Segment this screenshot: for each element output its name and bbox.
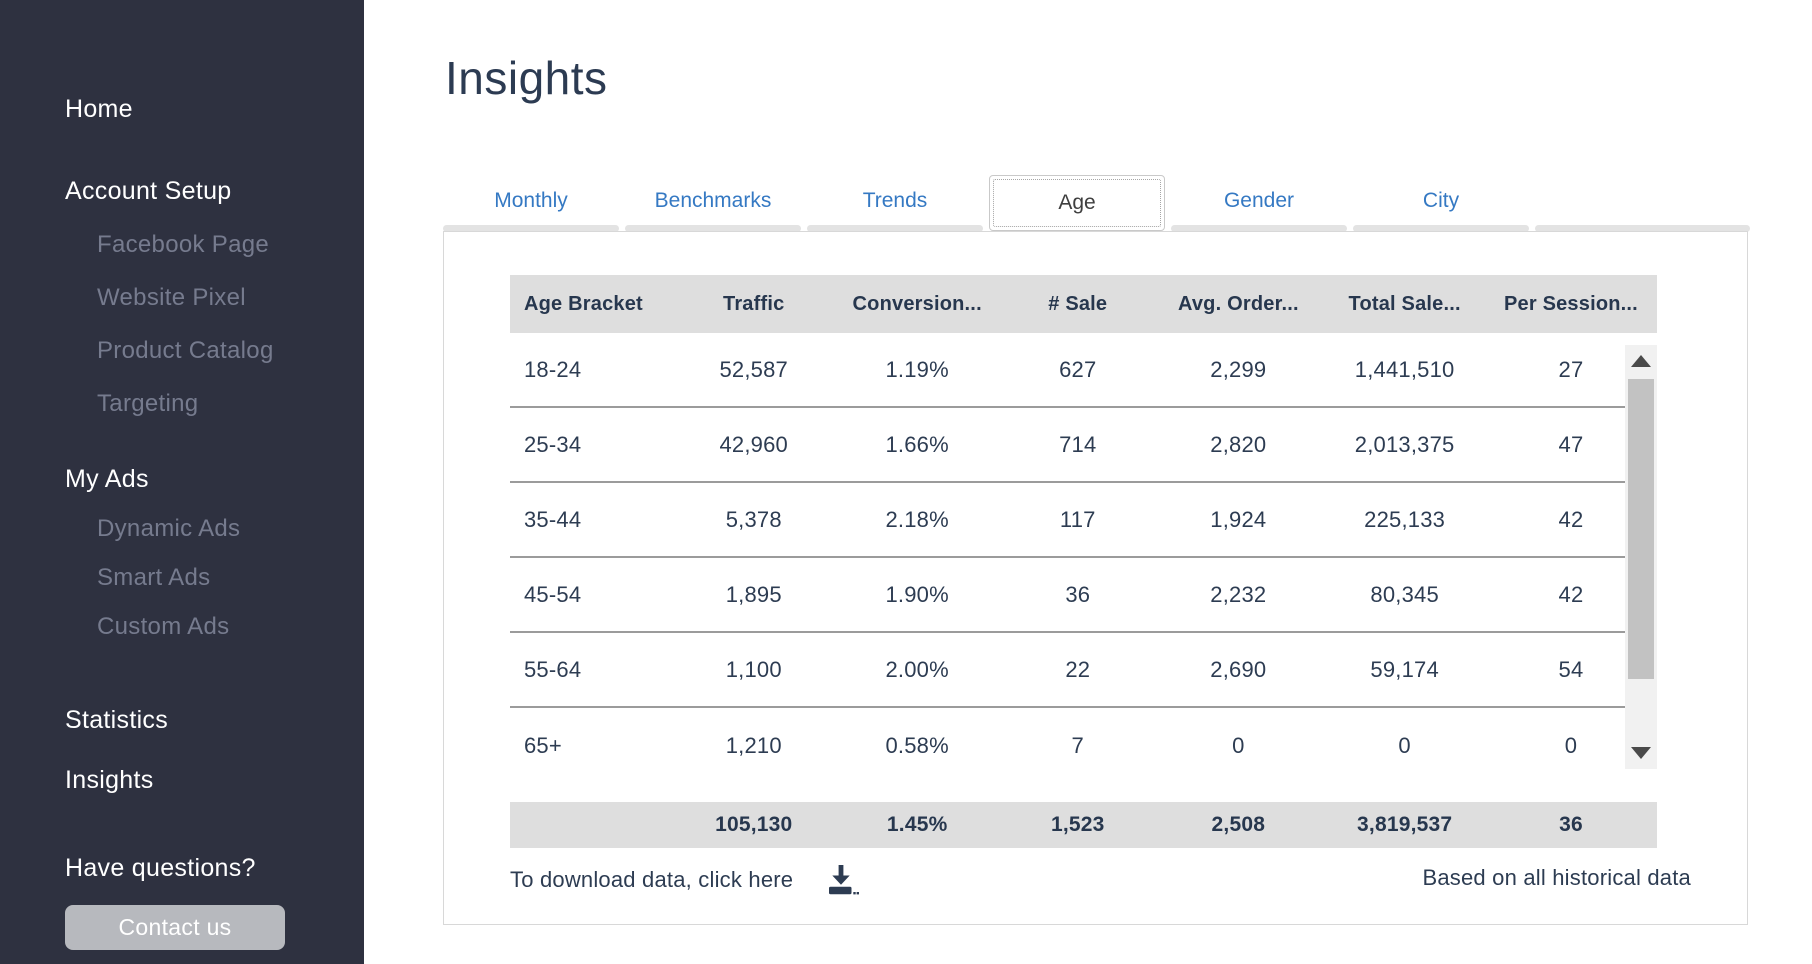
- header-cell-0: Age Bracket: [524, 292, 643, 315]
- table-cell-2-4: 1,924: [1210, 506, 1267, 532]
- table-cell-3-6: 42: [1558, 581, 1584, 607]
- totals-cell-1: 105,130: [715, 813, 793, 836]
- table-cell-2-1: 5,378: [725, 506, 782, 532]
- tab-bar-filler: [1535, 170, 1750, 232]
- table-cell-4-4: 2,690: [1210, 656, 1267, 682]
- table-cell-5-6: 0: [1564, 732, 1578, 758]
- table-cell-0-5: 1,441,510: [1354, 356, 1455, 382]
- sidebar-item-my-ads[interactable]: My Ads: [65, 465, 149, 493]
- table-row-3: 45-54 1,895 1.90% 36 2,232 80,345 42: [510, 558, 1657, 633]
- table-scrollbar[interactable]: [1625, 345, 1657, 769]
- tab-age[interactable]: Age: [989, 175, 1165, 231]
- totals-cell-4: 2,508: [1211, 813, 1266, 836]
- table-cell-2-5: 225,133: [1364, 506, 1446, 532]
- table-cell-4-5: 59,174: [1370, 656, 1439, 682]
- table-cell-5-1: 1,210: [725, 732, 782, 758]
- tab-city[interactable]: City: [1353, 170, 1529, 232]
- table-row-2: 35-44 5,378 2.18% 117 1,924 225,133 42: [510, 483, 1657, 558]
- age-table: Age Bracket Traffic Conversion... # Sale Avg…: [510, 275, 1657, 848]
- sidebar-item-statistics[interactable]: Statistics: [65, 706, 169, 734]
- table-row-5: 65+ 1,210 0.58% 7 0 0 0: [510, 708, 1657, 783]
- table-cell-5-5: 0: [1398, 732, 1411, 758]
- have-questions-label: Have questions?: [65, 854, 256, 882]
- table-cell-1-2: 1.66%: [885, 431, 949, 457]
- table-cell-2-3: 117: [1059, 506, 1096, 532]
- download-icon[interactable]: [823, 862, 860, 898]
- contact-us-button[interactable]: Contact us: [65, 905, 285, 950]
- header-cell-5: Total Sale...: [1348, 292, 1461, 315]
- sidebar-item-website-pixel[interactable]: Website Pixel: [97, 284, 246, 311]
- totals-row: 105,130 1.45% 1,523 2,508 3,819,537 36: [510, 802, 1657, 848]
- table-cell-1-3: 714: [1059, 431, 1097, 457]
- scroll-down-arrow[interactable]: [1631, 747, 1651, 759]
- sidebar-item-account-setup[interactable]: Account Setup: [65, 177, 232, 205]
- table-header-row: Age Bracket Traffic Conversion... # Sale Avg…: [510, 275, 1657, 333]
- table-cell-1-5: 2,013,375: [1354, 431, 1455, 457]
- page-title: Insights: [445, 52, 608, 104]
- table-cell-4-3: 22: [1065, 656, 1091, 682]
- historical-data-note: Based on all historical data: [1422, 865, 1691, 890]
- sidebar: Home Account Setup Facebook Page Website…: [0, 0, 364, 964]
- table-body: 18-24 52,587 1.19% 627 2,299 1,441,510 27 25-34…: [510, 333, 1657, 783]
- header-cell-4: Avg. Order...: [1177, 292, 1299, 315]
- table-cell-1-4: 2,820: [1210, 431, 1267, 457]
- sidebar-item-custom-ads[interactable]: Custom Ads: [97, 613, 230, 640]
- sidebar-item-insights[interactable]: Insights: [65, 766, 154, 794]
- table-cell-0-2: 1.19%: [885, 356, 949, 382]
- table-cell-3-1: 1,895: [725, 581, 782, 607]
- header-cell-1: Traffic: [723, 292, 785, 315]
- table-row-1: 25-34 42,960 1.66% 714 2,820 2,013,375 47: [510, 408, 1657, 483]
- table-cell-5-0: 65+: [524, 732, 562, 758]
- tab-monthly[interactable]: Monthly: [443, 170, 619, 232]
- scroll-up-arrow[interactable]: [1631, 355, 1651, 367]
- header-cell-6: Per Session...: [1503, 292, 1638, 315]
- table-cell-0-0: 18-24: [524, 356, 582, 382]
- table-row-0: 18-24 52,587 1.19% 627 2,299 1,441,510 27: [510, 333, 1657, 408]
- sidebar-item-home[interactable]: Home: [65, 95, 133, 123]
- table-cell-4-1: 1,100: [725, 656, 782, 682]
- totals-cell-2: 1.45%: [886, 813, 948, 836]
- table-cell-3-2: 1.90%: [885, 581, 949, 607]
- totals-cell-5: 3,819,537: [1357, 813, 1453, 836]
- table-cell-1-1: 42,960: [719, 431, 788, 457]
- table-cell-3-4: 2,232: [1210, 581, 1267, 607]
- table-cell-0-1: 52,587: [719, 356, 788, 382]
- download-data-link[interactable]: To download data, click here: [510, 862, 860, 898]
- download-data-label[interactable]: To download data, click here: [510, 867, 794, 892]
- main-content: Insights Monthly Benchmarks Trends Age G…: [364, 0, 1812, 964]
- table-row-4: 55-64 1,100 2.00% 22 2,690 59,174 54: [510, 633, 1657, 708]
- table-cell-0-4: 2,299: [1210, 356, 1267, 382]
- table-cell-3-5: 80,345: [1370, 581, 1439, 607]
- table-cell-4-6: 54: [1558, 656, 1584, 682]
- sidebar-item-product-catalog[interactable]: Product Catalog: [97, 337, 274, 364]
- header-cell-3: # Sale: [1048, 292, 1108, 315]
- table-cell-3-3: 36: [1065, 581, 1091, 607]
- table-cell-0-3: 627: [1059, 356, 1097, 382]
- table-cell-5-4: 0: [1232, 732, 1245, 758]
- table-cell-4-2: 2.00%: [885, 656, 949, 682]
- table-cell-2-2: 2.18%: [885, 506, 949, 532]
- table-cell-2-6: 42: [1558, 506, 1584, 532]
- table-cell-3-0: 45-54: [524, 581, 582, 607]
- table-cell-0-6: 27: [1558, 356, 1584, 382]
- totals-cell-6: 36: [1559, 813, 1583, 836]
- sidebar-item-facebook-page[interactable]: Facebook Page: [97, 231, 270, 258]
- sidebar-item-dynamic-ads[interactable]: Dynamic Ads: [97, 515, 241, 542]
- tab-benchmarks[interactable]: Benchmarks: [625, 170, 801, 232]
- header-cell-2: Conversion...: [852, 292, 982, 315]
- insights-panel: Age Bracket Traffic Conversion... # Sale Avg…: [443, 231, 1748, 925]
- sidebar-item-smart-ads[interactable]: Smart Ads: [97, 564, 211, 591]
- table-cell-1-0: 25-34: [524, 431, 582, 457]
- tab-bar: Monthly Benchmarks Trends Age Gender Cit…: [443, 170, 1750, 232]
- table-cell-5-2: 0.58%: [885, 732, 949, 758]
- table-cell-2-0: 35-44: [524, 506, 582, 532]
- totals-cell-3: 1,523: [1050, 813, 1105, 836]
- table-cell-4-0: 55-64: [524, 656, 582, 682]
- table-cell-5-3: 7: [1071, 732, 1084, 758]
- tab-gender[interactable]: Gender: [1171, 170, 1347, 232]
- sidebar-item-targeting[interactable]: Targeting: [97, 390, 199, 417]
- table-cell-1-6: 47: [1558, 431, 1584, 457]
- scrollbar-thumb[interactable]: [1628, 379, 1654, 679]
- tab-trends[interactable]: Trends: [807, 170, 983, 232]
